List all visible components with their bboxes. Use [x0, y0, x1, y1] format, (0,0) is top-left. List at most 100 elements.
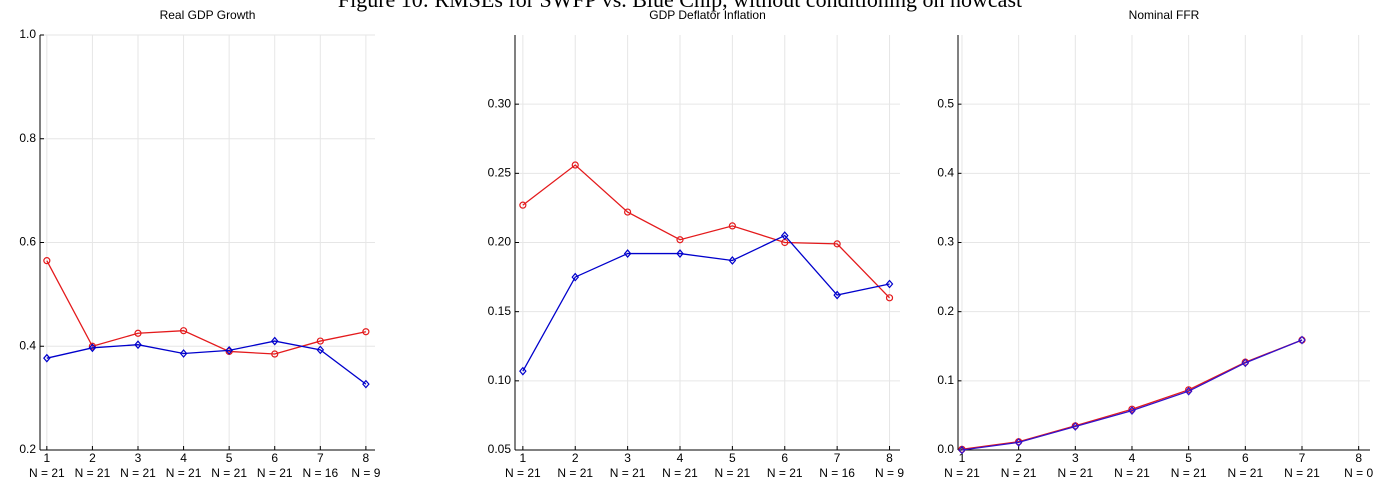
figure-title: Figure 10: RMSEs for SWFP vs. Blue Chip,…: [338, 0, 1022, 12]
n-label: N = 9: [875, 466, 904, 480]
y-tick-label: 0.0: [937, 442, 954, 456]
y-tick-label: 0.30: [488, 96, 512, 110]
x-tick-label: 8: [1355, 451, 1362, 465]
point: [1184, 386, 1193, 396]
n-label: N = 21: [211, 466, 247, 480]
panel-title: Nominal FFR: [1129, 8, 1200, 22]
point: [728, 222, 736, 230]
point: [270, 336, 279, 346]
y-tick-label: 0.2: [19, 442, 36, 456]
x-tick-label: 6: [781, 451, 788, 465]
x-tick-label: 6: [271, 451, 278, 465]
point: [833, 290, 841, 300]
n-label: N = 21: [120, 466, 156, 480]
x-tick-label: 7: [1299, 451, 1306, 465]
x-tick-label: 2: [1015, 451, 1022, 465]
n-label: N = 21: [944, 466, 980, 480]
point: [885, 279, 894, 289]
point: [885, 294, 894, 302]
series-line: [961, 339, 1303, 451]
n-label: N = 16: [819, 466, 855, 480]
n-label: N = 16: [302, 466, 338, 480]
point: [623, 249, 632, 258]
point: [676, 249, 684, 258]
point: [362, 328, 370, 336]
point: [1014, 437, 1023, 447]
point: [134, 329, 142, 337]
n-label: N = 21: [662, 466, 698, 480]
point: [316, 345, 325, 355]
x-tick-label: 6: [1242, 451, 1249, 465]
series-line: [46, 340, 367, 385]
panel-title: Real GDP Growth: [160, 8, 256, 22]
x-tick-label: 7: [317, 451, 324, 465]
y-tick-label: 0.05: [488, 442, 512, 456]
y-tick-label: 0.3: [937, 235, 954, 249]
point: [624, 208, 632, 216]
point: [958, 445, 966, 455]
point: [134, 340, 142, 350]
point: [1298, 335, 1306, 345]
x-tick-label: 2: [89, 451, 96, 465]
n-label: N = 21: [505, 466, 541, 480]
x-tick-label: 4: [677, 451, 684, 465]
point: [571, 161, 579, 169]
y-tick-label: 0.15: [488, 304, 512, 318]
n-label: N = 21: [1114, 466, 1150, 480]
x-tick-label: 4: [180, 451, 187, 465]
point: [179, 349, 188, 358]
point: [519, 201, 527, 209]
y-tick-label: 0.2: [937, 304, 954, 318]
x-tick-label: 4: [1129, 451, 1136, 465]
x-tick-label: 1: [520, 451, 527, 465]
point: [1128, 406, 1136, 415]
n-label: N = 21: [767, 466, 803, 480]
x-tick-label: 8: [363, 451, 370, 465]
point: [179, 327, 188, 335]
n-label: N = 21: [257, 466, 293, 480]
n-label: N = 21: [75, 466, 111, 480]
series-line: [522, 234, 890, 372]
point: [676, 236, 684, 244]
n-label: N = 21: [29, 466, 65, 480]
x-tick-label: 1: [43, 451, 50, 465]
y-tick-label: 0.5: [937, 96, 954, 110]
point: [88, 342, 97, 350]
point: [271, 350, 279, 358]
point: [225, 345, 233, 355]
x-tick-label: 5: [226, 451, 233, 465]
point: [88, 343, 97, 353]
y-tick-label: 0.25: [488, 166, 512, 180]
y-tick-label: 0.20: [488, 235, 512, 249]
x-tick-label: 3: [1072, 451, 1079, 465]
x-tick-label: 5: [729, 451, 736, 465]
point: [1241, 358, 1250, 368]
n-label: N = 21: [166, 466, 202, 480]
point: [362, 379, 370, 389]
y-tick-label: 0.10: [488, 373, 512, 387]
n-label: N = 21: [1284, 466, 1320, 480]
point: [1071, 422, 1080, 431]
y-tick-label: 0.4: [937, 166, 954, 180]
y-tick-label: 0.1: [937, 373, 954, 387]
n-label: N = 21: [1171, 466, 1207, 480]
x-tick-label: 8: [886, 451, 893, 465]
panel-title: GDP Deflator Inflation: [649, 8, 766, 22]
point: [833, 240, 841, 248]
y-tick-label: 0.6: [19, 235, 36, 249]
x-tick-label: 5: [1185, 451, 1192, 465]
n-label: N = 21: [1001, 466, 1037, 480]
n-label: N = 0: [1344, 466, 1373, 480]
point: [316, 337, 324, 345]
y-tick-label: 1.0: [19, 27, 36, 41]
series-line: [46, 260, 367, 355]
n-label: N = 21: [610, 466, 646, 480]
point: [571, 272, 580, 282]
panel: GDP Deflator Inflation 0.05 0.10 0.15 0.20 0.…: [488, 8, 905, 480]
point: [728, 256, 737, 265]
y-tick-label: 0.4: [19, 338, 36, 352]
